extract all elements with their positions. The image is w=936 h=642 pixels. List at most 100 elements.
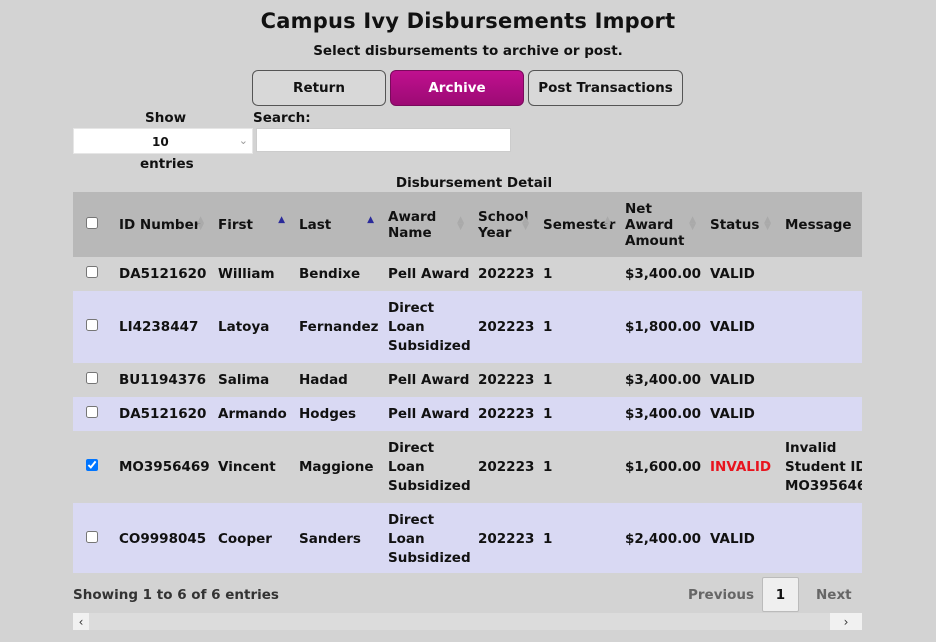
school-year-cell: 202223	[470, 291, 535, 363]
column-header-message: Message	[777, 192, 862, 257]
message-cell	[777, 291, 862, 363]
previous-page-button[interactable]: Previous	[688, 587, 755, 603]
status-cell: INVALID	[702, 431, 777, 503]
amount-cell: $2,400.00	[617, 503, 702, 573]
message-cell	[777, 257, 862, 291]
sort-icon: ▲ ▼	[604, 215, 611, 232]
semester-cell: 1	[535, 363, 617, 397]
sort-icon: ▲ ▼	[522, 215, 529, 232]
table-row[interactable]: BU1194376 Salima Hadad Pell Award 202223…	[73, 363, 862, 397]
page-subtitle: Select disbursements to archive or post.	[313, 43, 623, 59]
horizontal-scrollbar[interactable]: ‹ ›	[73, 613, 862, 630]
id-number-cell: BU1194376	[111, 363, 210, 397]
row-checkbox[interactable]	[86, 405, 98, 418]
post-transactions-button[interactable]: Post Transactions	[528, 70, 683, 106]
first-name-cell: Latoya	[210, 291, 291, 363]
first-name-cell: Cooper	[210, 503, 291, 573]
status-cell: VALID	[702, 397, 777, 431]
table-caption: Disbursement Detail	[395, 175, 553, 191]
sort-icon: ▲ ▼	[197, 215, 204, 232]
table-info: Showing 1 to 6 of 6 entries	[73, 587, 279, 603]
school-year-cell: 202223	[470, 397, 535, 431]
next-page-button[interactable]: Next	[816, 587, 852, 603]
select-all-checkbox[interactable]	[86, 216, 98, 229]
scroll-right-icon[interactable]: ›	[830, 613, 862, 630]
last-name-cell: Hodges	[291, 397, 380, 431]
award-name-cell: Pell Award	[380, 257, 470, 291]
id-number-cell: DA5121620	[111, 257, 210, 291]
entries-per-page-value: 10	[152, 135, 169, 149]
amount-cell: $3,400.00	[617, 363, 702, 397]
table-row[interactable]: LI4238447 Latoya Fernandez Direct Loan S…	[73, 291, 862, 363]
id-number-cell: LI4238447	[111, 291, 210, 363]
status-cell: VALID	[702, 257, 777, 291]
row-checkbox[interactable]	[86, 371, 98, 384]
show-label: Show	[145, 110, 187, 126]
semester-cell: 1	[535, 291, 617, 363]
school-year-cell: 202223	[470, 257, 535, 291]
sort-ascending-icon: ▲	[367, 215, 374, 225]
id-number-cell: DA5121620	[111, 397, 210, 431]
chevron-down-icon: ⌄	[238, 134, 248, 147]
page-1-button[interactable]: 1	[762, 577, 799, 612]
semester-cell: 1	[535, 431, 617, 503]
semester-cell: 1	[535, 503, 617, 573]
column-header-id-number[interactable]: ID Number ▲ ▼	[111, 192, 210, 257]
column-header-last[interactable]: Last ▲	[291, 192, 380, 257]
last-name-cell: Maggione	[291, 431, 380, 503]
search-label: Search:	[253, 110, 311, 126]
award-name-cell: Direct Loan Subsidized	[380, 503, 471, 573]
message-cell	[777, 363, 862, 397]
column-header-semester[interactable]: Semester ▲ ▼	[535, 192, 617, 257]
search-input[interactable]	[256, 128, 511, 152]
award-name-cell: Direct Loan Subsidized	[380, 291, 471, 363]
amount-cell: $3,400.00	[617, 397, 702, 431]
status-cell: VALID	[702, 363, 777, 397]
message-cell	[777, 503, 862, 573]
table-header-row: ID Number ▲ ▼ First ▲ Last ▲ Award Name ▲ ▼ Sc…	[73, 192, 862, 257]
page-title: Campus Ivy Disbursements Import	[260, 9, 676, 33]
column-header-net-award-amount[interactable]: Net Award Amount ▲ ▼	[617, 192, 702, 257]
table-row[interactable]: CO9998045 Cooper Sanders Direct Loan Sub…	[73, 503, 862, 573]
row-checkbox[interactable]	[86, 318, 98, 331]
status-cell: VALID	[702, 291, 777, 363]
column-header-school-year[interactable]: School Year ▲ ▼	[470, 192, 535, 257]
sort-ascending-icon: ▲	[278, 215, 285, 225]
last-name-cell: Bendixe	[291, 257, 380, 291]
school-year-cell: 202223	[470, 363, 535, 397]
last-name-cell: Fernandez	[291, 291, 380, 363]
table-row[interactable]: DA5121620 Armando Hodges Pell Award 2022…	[73, 397, 862, 431]
amount-cell: $3,400.00	[617, 257, 702, 291]
first-name-cell: Salima	[210, 363, 291, 397]
select-all-header	[73, 192, 111, 257]
message-cell: Invalid Student ID: MO3956469	[777, 431, 862, 503]
semester-cell: 1	[535, 257, 617, 291]
amount-cell: $1,600.00	[617, 431, 702, 503]
award-name-cell: Direct Loan Subsidized	[380, 431, 471, 503]
disbursement-table: ID Number ▲ ▼ First ▲ Last ▲ Award Name ▲ ▼ Sc…	[73, 192, 862, 573]
column-header-status[interactable]: Status ▲ ▼	[702, 192, 777, 257]
return-button[interactable]: Return	[252, 70, 386, 106]
sort-icon: ▲ ▼	[764, 215, 771, 232]
first-name-cell: Vincent	[210, 431, 291, 503]
id-number-cell: CO9998045	[111, 503, 210, 573]
id-number-cell: MO3956469	[111, 431, 210, 503]
row-checkbox[interactable]	[86, 530, 98, 543]
entries-label: entries	[140, 156, 194, 172]
last-name-cell: Sanders	[291, 503, 380, 573]
first-name-cell: William	[210, 257, 291, 291]
last-name-cell: Hadad	[291, 363, 380, 397]
disbursement-table-container: ID Number ▲ ▼ First ▲ Last ▲ Award Name ▲ ▼ Sc…	[73, 192, 862, 573]
table-row[interactable]: MO3956469 Vincent Maggione Direct Loan S…	[73, 431, 862, 503]
scroll-left-icon[interactable]: ‹	[73, 613, 89, 630]
row-checkbox[interactable]	[86, 265, 98, 278]
column-header-award-name[interactable]: Award Name ▲ ▼	[380, 192, 470, 257]
sort-icon: ▲ ▼	[689, 215, 696, 232]
message-cell	[777, 397, 862, 431]
table-row[interactable]: DA5121620 William Bendixe Pell Award 202…	[73, 257, 862, 291]
entries-per-page-select[interactable]: 10 ⌄	[73, 128, 253, 154]
column-header-first[interactable]: First ▲	[210, 192, 291, 257]
archive-button[interactable]: Archive	[390, 70, 524, 106]
row-checkbox[interactable]	[86, 458, 98, 471]
amount-cell: $1,800.00	[617, 291, 702, 363]
